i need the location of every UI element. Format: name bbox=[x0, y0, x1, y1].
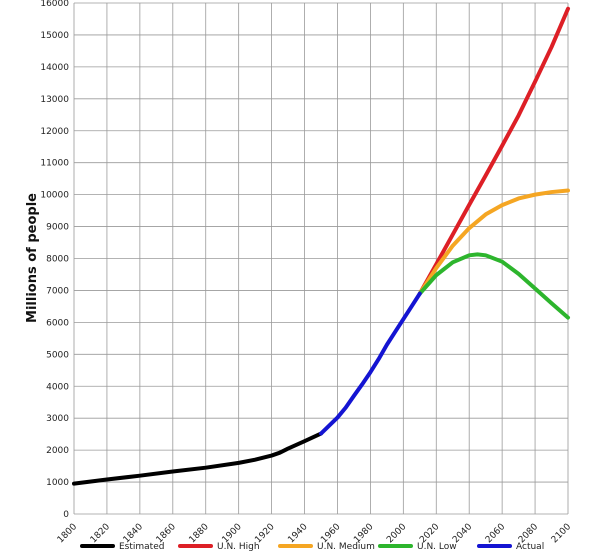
y-tick-label: 5000 bbox=[46, 350, 69, 360]
y-tick-label: 3000 bbox=[46, 414, 69, 424]
x-tick-label: 1940 bbox=[286, 522, 309, 545]
y-tick-label: 8000 bbox=[46, 255, 69, 265]
y-tick-label: 4000 bbox=[46, 382, 69, 392]
legend-label-actual: Actual bbox=[516, 542, 544, 552]
y-tick-label: 11000 bbox=[40, 159, 69, 169]
y-tick-label: 10000 bbox=[40, 191, 69, 201]
x-tick-label: 2000 bbox=[385, 522, 408, 545]
series-line-u-n-medium bbox=[417, 188, 570, 296]
y-tick-label: 2000 bbox=[46, 446, 69, 456]
x-tick-label: 2060 bbox=[484, 522, 507, 545]
grid bbox=[73, 2, 569, 515]
y-tick-label: 16000 bbox=[40, 0, 69, 9]
y-tick-label: 0 bbox=[63, 510, 69, 520]
y-tick-label: 6000 bbox=[46, 318, 69, 328]
x-tick-label: 1880 bbox=[188, 522, 211, 545]
y-tick-label: 15000 bbox=[40, 31, 69, 41]
y-tick-label: 13000 bbox=[40, 95, 69, 105]
legend-label-u-n-low: U.N. Low bbox=[417, 542, 457, 552]
y-tick-label: 1000 bbox=[46, 478, 69, 488]
y-tick-label: 7000 bbox=[46, 286, 69, 296]
series-line-actual bbox=[319, 291, 422, 436]
legend-label-estimated: Estimated bbox=[119, 542, 164, 552]
legend-label-u-n-high: U.N. High bbox=[217, 542, 260, 552]
legend: Estimated U.N. High U.N. Medium U.N. Low Act… bbox=[80, 542, 544, 552]
y-tick-label: 12000 bbox=[40, 127, 69, 137]
y-tick-label: 9000 bbox=[46, 223, 69, 233]
x-tick-label: 1800 bbox=[56, 522, 79, 545]
x-tick-label: 2100 bbox=[550, 522, 573, 545]
y-axis-ticks: 0 1000 2000 3000 4000 5000 6000 7000 8000 9000 100… bbox=[40, 0, 69, 520]
series-line-u-n-high bbox=[417, 6, 570, 296]
y-axis-label: Millions of people bbox=[25, 193, 40, 323]
legend-label-u-n-medium: U.N. Medium bbox=[317, 542, 375, 552]
x-tick-label: 1820 bbox=[89, 522, 112, 545]
series-lines bbox=[72, 6, 570, 486]
series-line-estimated bbox=[72, 431, 323, 486]
series-line-u-n-low bbox=[417, 252, 570, 320]
y-tick-label: 14000 bbox=[40, 63, 69, 73]
